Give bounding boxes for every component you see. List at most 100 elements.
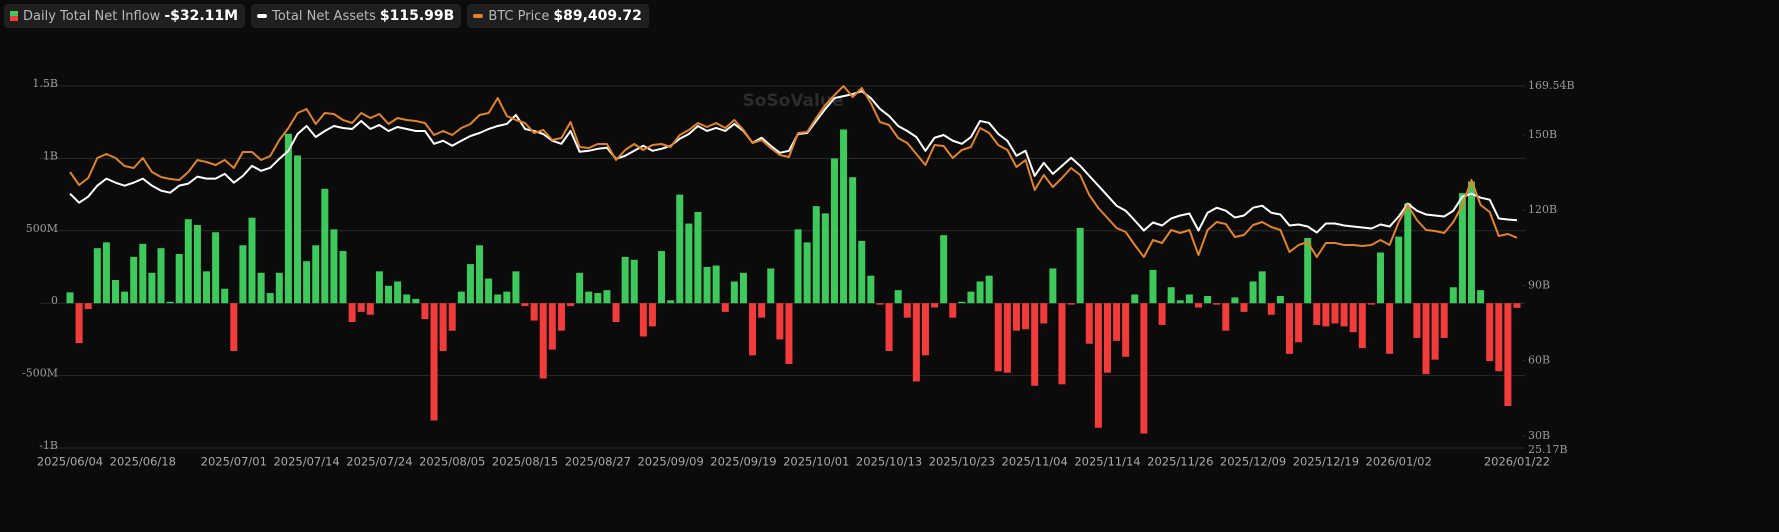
x-tick-label: 2025/08/15 <box>492 455 558 469</box>
bar <box>958 301 966 304</box>
bar <box>1477 290 1485 304</box>
bar <box>303 261 311 304</box>
bar <box>530 303 538 321</box>
bar <box>1313 303 1321 325</box>
bar <box>1176 300 1184 304</box>
x-tick-label: 2025/10/23 <box>929 455 995 469</box>
bar <box>1140 303 1148 434</box>
legend-item: Total Net Assets $115.99B <box>251 4 462 28</box>
bar <box>539 303 547 379</box>
bar <box>476 245 484 304</box>
bar <box>703 267 711 304</box>
legend-label: Daily Total Net Inflow <box>23 8 161 24</box>
bar <box>1513 303 1521 308</box>
bar <box>567 303 575 307</box>
bar <box>648 303 656 327</box>
bar <box>1222 303 1230 331</box>
bar <box>1258 271 1266 304</box>
bar <box>521 303 529 307</box>
bar <box>749 303 757 356</box>
bar <box>803 242 811 304</box>
y2-tick-label: 25.17B <box>1528 443 1568 456</box>
bar <box>967 291 975 304</box>
bar <box>858 240 866 304</box>
bar <box>685 223 693 304</box>
bar <box>1031 303 1039 386</box>
bar <box>394 281 402 304</box>
bar <box>1185 294 1193 304</box>
x-tick-label: 2025/08/05 <box>419 455 485 469</box>
bar <box>430 303 438 421</box>
legend: Daily Total Net Inflow -$32.11M Total Ne… <box>4 4 649 28</box>
bar <box>830 158 838 304</box>
bar <box>821 213 829 304</box>
legend-item: Daily Total Net Inflow -$32.11M <box>4 4 246 28</box>
bar <box>1495 303 1503 372</box>
y-tick-label: 1B <box>43 149 58 162</box>
bar <box>1431 303 1439 360</box>
bar <box>412 298 420 304</box>
x-tick-label: 2025/09/19 <box>710 455 776 469</box>
bar <box>139 243 147 304</box>
bar <box>876 303 884 305</box>
bar <box>712 265 720 304</box>
bar <box>594 293 602 304</box>
bar <box>203 271 211 304</box>
bar <box>985 275 993 304</box>
bar <box>1213 303 1221 305</box>
bar <box>102 242 110 304</box>
bar <box>658 251 666 304</box>
bar <box>1449 287 1457 304</box>
bar <box>1113 303 1121 341</box>
bar <box>466 264 474 304</box>
bar <box>157 248 165 304</box>
bar <box>212 232 220 304</box>
legend-value: -$32.11M <box>164 8 239 24</box>
bar <box>557 303 565 331</box>
x-tick-label: 2025/07/24 <box>346 455 412 469</box>
bar <box>1331 303 1339 324</box>
bar <box>767 268 775 304</box>
bar <box>1067 303 1075 305</box>
bar <box>940 235 948 304</box>
bar <box>1003 303 1011 373</box>
bar <box>1285 303 1293 354</box>
legend-label: Total Net Assets <box>272 8 376 24</box>
x-tick-label: 2025/11/04 <box>1002 455 1068 469</box>
bar <box>1167 287 1175 304</box>
bar <box>1440 303 1448 338</box>
bar <box>667 300 675 304</box>
y-tick-label: 0 <box>51 294 58 307</box>
bar <box>1413 303 1421 338</box>
bar <box>1295 303 1303 343</box>
bar <box>348 303 356 323</box>
bar <box>1367 303 1375 305</box>
bar <box>148 272 156 304</box>
bar <box>112 280 120 304</box>
bar <box>284 133 292 304</box>
bar <box>603 290 611 304</box>
bar <box>93 248 101 304</box>
legend-icon <box>10 11 18 21</box>
legend-value: $89,409.72 <box>553 8 642 24</box>
bar <box>357 303 365 312</box>
bar <box>1486 303 1494 362</box>
bar <box>739 272 747 304</box>
bar <box>776 303 784 340</box>
x-tick-label: 2025/07/01 <box>201 455 267 469</box>
bar <box>1103 303 1111 373</box>
bar <box>1194 303 1202 308</box>
bar <box>275 272 283 304</box>
bar <box>621 256 629 304</box>
bar <box>448 303 456 331</box>
bar <box>758 303 766 318</box>
bar <box>849 177 857 304</box>
y-tick-label: 500M <box>26 222 58 235</box>
bar <box>1249 281 1257 304</box>
bar <box>385 285 393 304</box>
bar <box>1204 295 1212 304</box>
bar <box>339 251 347 304</box>
bar <box>1322 303 1330 327</box>
bar <box>485 278 493 304</box>
